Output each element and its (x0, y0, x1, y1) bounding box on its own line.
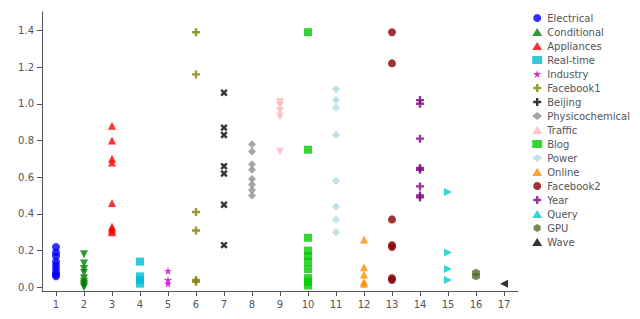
svg-text:7: 7 (221, 299, 227, 310)
svg-text:13: 13 (386, 299, 399, 310)
svg-text:1.2: 1.2 (18, 62, 34, 73)
svg-text:5: 5 (165, 299, 171, 310)
svg-text:0.2: 0.2 (18, 245, 34, 256)
svg-text:16: 16 (470, 299, 483, 310)
svg-text:Electrical: Electrical (547, 13, 593, 24)
svg-text:Conditional: Conditional (547, 27, 604, 38)
svg-text:0.4: 0.4 (18, 208, 34, 219)
svg-text:Appliances: Appliances (547, 41, 601, 52)
svg-text:9: 9 (277, 299, 283, 310)
svg-text:Facebook1: Facebook1 (547, 83, 600, 94)
svg-text:14: 14 (414, 299, 427, 310)
svg-text:1.0: 1.0 (18, 98, 34, 109)
svg-text:Traffic: Traffic (546, 125, 577, 136)
svg-text:Real-time: Real-time (547, 55, 595, 66)
svg-text:0.0: 0.0 (18, 282, 34, 293)
svg-text:Query: Query (547, 209, 577, 220)
svg-text:10: 10 (302, 299, 315, 310)
svg-text:Year: Year (546, 195, 569, 206)
svg-text:Industry: Industry (547, 69, 588, 80)
svg-text:1.4: 1.4 (18, 25, 34, 36)
svg-text:1: 1 (53, 299, 59, 310)
svg-text:4: 4 (137, 299, 143, 310)
svg-text:11: 11 (330, 299, 343, 310)
svg-text:GPU: GPU (547, 223, 568, 234)
svg-text:15: 15 (442, 299, 455, 310)
svg-text:0.6: 0.6 (18, 172, 34, 183)
svg-text:12: 12 (358, 299, 371, 310)
svg-text:17: 17 (498, 299, 511, 310)
svg-text:Online: Online (547, 167, 579, 178)
svg-text:2: 2 (81, 299, 87, 310)
svg-text:8: 8 (249, 299, 255, 310)
svg-text:Facebook2: Facebook2 (547, 181, 600, 192)
svg-text:Physicochemical: Physicochemical (547, 111, 630, 122)
svg-text:Beijing: Beijing (547, 97, 581, 108)
svg-text:Blog: Blog (547, 139, 569, 150)
svg-text:3: 3 (109, 299, 115, 310)
svg-text:Power: Power (547, 153, 578, 164)
svg-text:6: 6 (193, 299, 199, 310)
svg-text:0.8: 0.8 (18, 135, 34, 146)
svg-text:Wave: Wave (547, 237, 574, 248)
